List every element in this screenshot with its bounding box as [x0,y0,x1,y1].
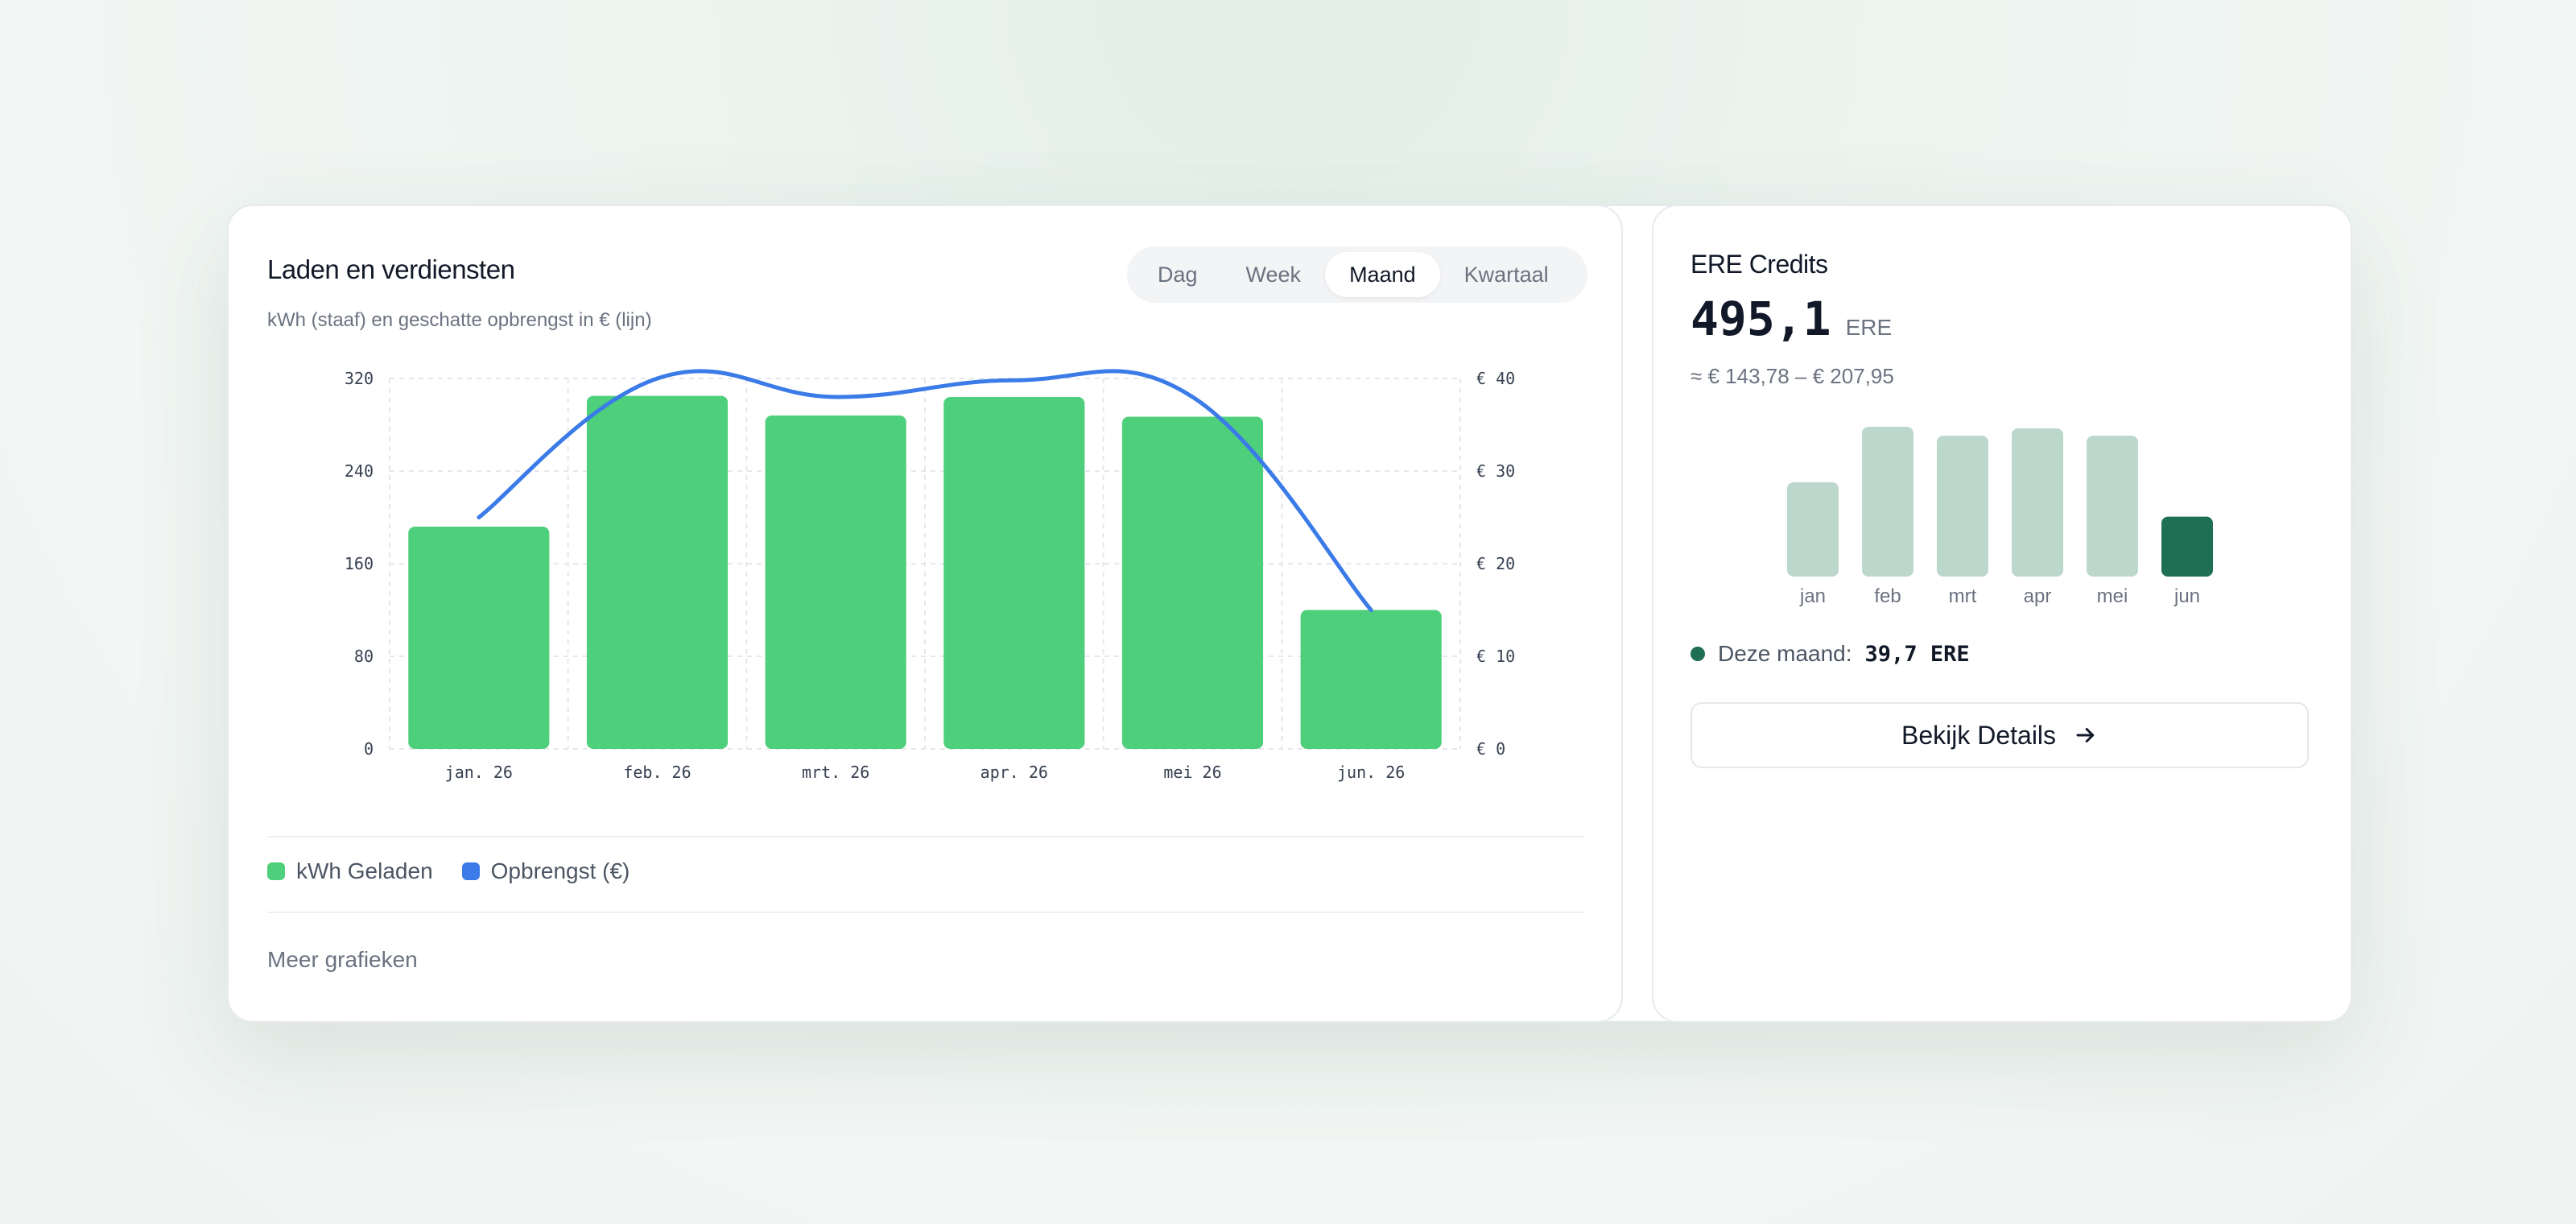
x-tick-label: mei 26 [1163,763,1221,782]
more-charts-link[interactable]: Meer grafieken [267,947,418,972]
ere-unit: ERE [1845,315,1893,340]
legend-kwh-label: kWh Geladen [296,858,433,883]
y-tick-left: 0 [364,739,374,759]
kwh-swatch [267,862,285,880]
x-tick-label: jun. 26 [1337,763,1405,782]
ere-total: 495,1 ERE [1690,292,1892,346]
y-tick-right: € 10 [1476,647,1515,666]
kwh-bar [586,395,729,749]
view-details-button[interactable]: Bekijk Details [1690,702,2309,768]
card-subtitle: kWh (staaf) en geschatte opbrengst in € … [267,309,652,331]
ere-month-bar [1862,427,1913,577]
tab-quarter[interactable]: Kwartaal [1463,263,1549,287]
y-tick-right: € 30 [1476,461,1515,481]
ere-monthly-chart: jan feb mrt apr mei jun [1787,427,2213,607]
legend-revenue: Opbrengst (€) [461,858,630,884]
this-month-value: 39,7 ERE [1864,641,1970,667]
ere-value: 495,1 [1690,292,1831,346]
y-tick-right: € 20 [1476,554,1515,573]
kwh-bar [943,397,1085,749]
charging-chart: 0 € 0 80 € 10 160 € 20 240 € 30 320 € 40 jan. 26 fe… [345,369,1515,782]
ere-month-label: mei [2097,585,2128,607]
ere-month-label: jun [2174,585,2200,607]
x-tick-label: jan. 26 [445,763,513,782]
ere-month-label: jan [1799,585,1826,607]
view-details-label: Bekijk Details [1901,720,2057,750]
y-tick-left: 240 [345,461,374,481]
ere-month-bar [2087,436,2138,577]
kwh-bar [1300,610,1442,749]
ere-month-bar [1937,436,1988,577]
this-month-summary: Deze maand: 39,7 ERE [1690,641,1970,667]
ere-euro-range: ≈ € 143,78 – € 207,95 [1690,364,1894,388]
y-tick-left: 320 [345,369,374,388]
tab-month[interactable]: Maand [1325,252,1440,297]
x-tick-label: apr. 26 [980,763,1048,782]
arrow-right-icon [2076,728,2095,742]
ere-month-label: mrt [1949,585,1977,607]
legend-divider-bottom [267,912,1584,913]
status-dot-icon [1690,647,1705,661]
kwh-bar [1121,416,1264,749]
period-tabs: Dag Week Maand Kwartaal [1127,246,1587,303]
ere-month-label: feb [1874,585,1901,607]
ere-month-bar [2161,516,2213,577]
this-month-label: Deze maand: [1718,641,1852,666]
ere-month-bar [1787,482,1839,577]
tab-week[interactable]: Week [1245,263,1302,287]
revenue-swatch [461,862,480,880]
legend-revenue-label: Opbrengst (€) [490,858,630,883]
charging-earnings-card: Laden en verdiensten kWh (staaf) en gesc… [227,205,1623,1023]
legend-divider-top [267,836,1584,837]
ere-title: ERE Credits [1690,250,1828,279]
chart-legend: kWh Geladen Opbrengst (€) [267,858,630,884]
kwh-bar [765,416,906,749]
tab-day[interactable]: Dag [1158,263,1198,287]
y-tick-right: € 0 [1476,739,1505,759]
y-tick-left: 80 [354,647,374,666]
y-tick-right: € 40 [1476,369,1515,388]
legend-kwh: kWh Geladen [267,858,433,884]
ere-credits-card: ERE Credits 495,1 ERE ≈ € 143,78 – € 207… [1652,205,2352,1023]
x-tick-label: feb. 26 [623,763,691,782]
x-tick-label: mrt. 26 [802,763,869,782]
ere-month-bar [2012,428,2063,577]
kwh-bar [408,527,550,749]
y-tick-left: 160 [345,554,374,573]
card-title: Laden en verdiensten [267,254,515,284]
revenue-line [477,369,1373,612]
ere-month-label: apr [2024,585,2052,607]
